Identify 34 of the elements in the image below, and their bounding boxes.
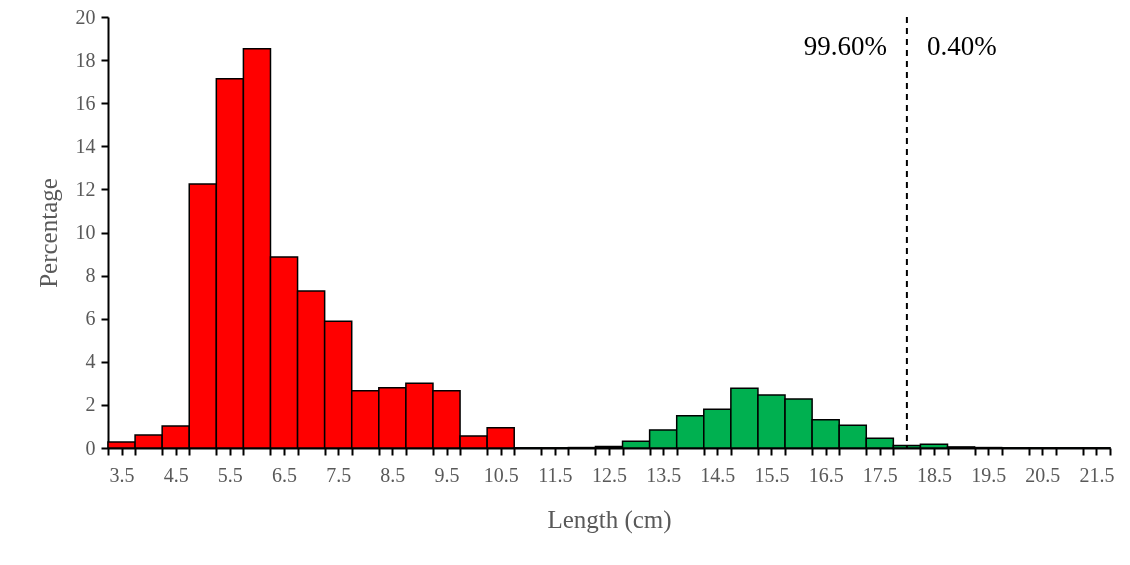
y-tick-label: 2 (85, 393, 96, 416)
annotation: 99.60% (803, 31, 887, 61)
x-tick-label: 16.5 (808, 463, 844, 486)
x-tick-label: 5.5 (217, 463, 243, 486)
y-tick-label: 6 (85, 307, 96, 330)
x-tick-label: 6.5 (272, 463, 298, 486)
x-axis-title: Length (cm) (547, 505, 672, 534)
x-tick-label: 19.5 (971, 463, 1007, 486)
x-tick-label: 8.5 (380, 463, 406, 486)
x-tick-label: 11.5 (538, 463, 573, 486)
x-tick-label: 20.5 (1025, 463, 1061, 486)
y-tick-label: 0 (85, 436, 96, 459)
x-tick-label: 10.5 (483, 463, 519, 486)
y-tick-label: 18 (75, 48, 96, 71)
y-tick-label: 4 (85, 350, 96, 373)
x-tick-label: 13.5 (646, 463, 682, 486)
y-tick-label: 12 (75, 177, 96, 200)
x-tick-label: 9.5 (434, 463, 460, 486)
x-tick-label: 18.5 (916, 463, 952, 486)
y-tick-label: 16 (75, 91, 96, 114)
y-tick-label: 8 (85, 264, 96, 287)
y-tick-label: 14 (75, 134, 96, 157)
y-tick-label: 20 (75, 5, 96, 28)
x-tick-label: 3.5 (109, 463, 135, 486)
y-tick-label: 10 (75, 221, 96, 243)
y-axis-title: Percentage (34, 178, 62, 288)
x-tick-label: 15.5 (754, 463, 790, 486)
x-tick-label: 21.5 (1079, 463, 1115, 486)
x-tick-label: 14.5 (700, 463, 736, 486)
x-tick-label: 4.5 (163, 463, 189, 486)
x-tick-label: 7.5 (326, 463, 352, 486)
x-tick-label: 12.5 (592, 463, 627, 486)
annotation: 0.40% (926, 31, 997, 61)
x-tick-label: 17.5 (862, 463, 898, 486)
